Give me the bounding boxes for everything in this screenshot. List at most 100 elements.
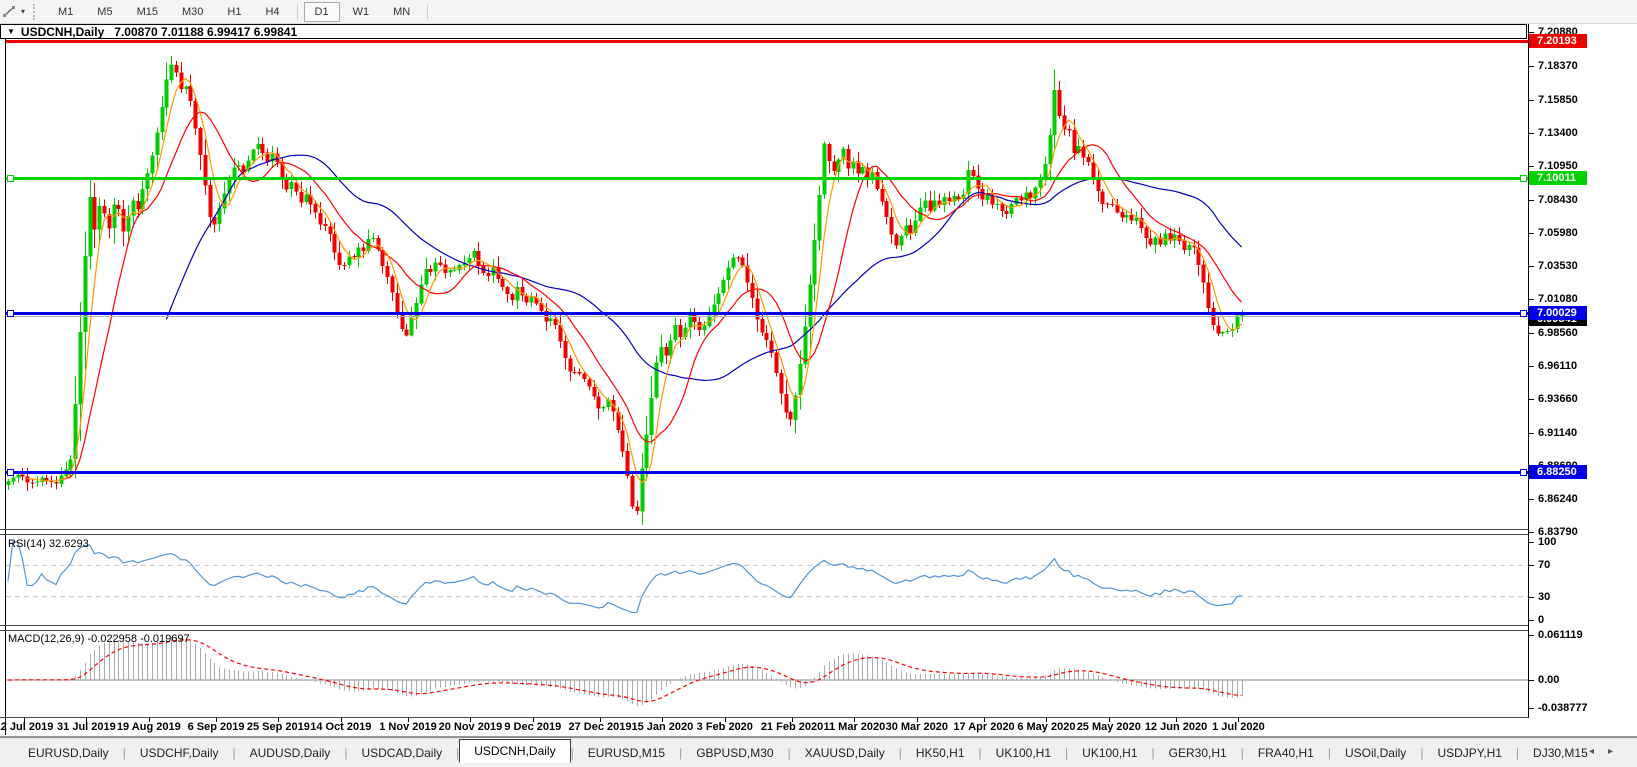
line-handle[interactable] [1520,468,1527,476]
chart-bottom-border [0,717,1528,718]
tab-separator: | [570,745,574,760]
price-tick-label: 7.15850 [1538,93,1578,106]
timeframe-button-m30[interactable]: M30 [181,5,204,18]
price-tick-label: 6.86240 [1538,493,1578,506]
macd-axis-tick [1529,635,1534,637]
date-tick-label: 19 Aug 2019 [116,721,181,733]
date-tick [278,718,280,722]
horizontal-level-line[interactable] [6,470,1528,474]
date-tick [1176,718,1177,722]
tab-separator: | [122,745,126,760]
line-handle[interactable] [7,175,14,183]
date-tick-label: 6 Sep 2019 [187,721,245,733]
date-tick [86,718,88,722]
chart-tab-usdchf-daily[interactable]: USDCHF,Daily [139,745,219,760]
price-tick [1529,532,1534,534]
macd-splitter-top[interactable] [0,625,1528,626]
price-tick-label: 7.05980 [1538,226,1578,239]
price-axis[interactable]: 7.20880 7.18370 7.15850 7.13400 7.10950 7.084… [1529,24,1637,736]
rsi-label: RSI(14) 32.6293 [8,538,89,550]
chart-tab-eurusd-m15[interactable]: EURUSD,M15 [587,745,666,760]
level-price-label: 7.20193 [1529,33,1587,48]
price-tick [1529,432,1534,434]
line-handle[interactable] [7,310,14,317]
chart-tab-gbpusd-m30[interactable]: GBPUSD,M30 [696,745,774,760]
date-tick-label: 6 May 2020 [1017,721,1076,733]
rsi-splitter-bottom[interactable] [0,534,1528,535]
timeframe-button-d1[interactable]: D1 [303,1,340,22]
tab-separator: | [898,745,902,760]
line-handle[interactable] [1520,310,1527,317]
date-tick [470,718,472,722]
timeframe-button-w1[interactable]: W1 [352,5,370,18]
level-price-label: 6.88250 [1529,464,1587,479]
line-handle[interactable] [1520,175,1527,183]
tab-scroll-left-icon[interactable]: ◂ [1588,746,1608,757]
macd-values: -0.022958 -0.019697 [87,633,190,645]
chart-tab-uk100-h1[interactable]: UK100,H1 [995,745,1052,760]
chart-tab-fra40-h1[interactable]: FRA40,H1 [1257,745,1314,760]
date-tick [1108,718,1110,722]
date-tick-label: 31 Jul 2019 [57,721,116,733]
toolbar-grip[interactable] [33,3,40,20]
price-tick-label: 6.83790 [1538,526,1578,539]
timeframe-button-mn[interactable]: MN [393,5,411,18]
timeframe-button-h1[interactable]: H1 [227,5,242,18]
chart-tab-usdjpy-h1[interactable]: USDJPY,H1 [1437,745,1502,760]
date-tick [600,718,601,722]
collapse-triangle-icon[interactable]: ▼ [7,27,15,36]
chart-tab-hk50-h1[interactable]: HK50,H1 [915,745,965,760]
tab-separator: | [1065,745,1069,760]
chart-title-bar[interactable]: ▼ USDCNH,Daily 7.00870 7.01188 6.99417 6… [0,24,1527,39]
timeframe-button-m1[interactable]: M1 [58,5,74,18]
candlestick-chart[interactable] [0,0,1528,736]
price-tick-label: 7.13400 [1538,126,1578,139]
tab-separator: | [1151,745,1155,760]
line-handle[interactable] [7,468,14,476]
price-tick [1529,398,1534,400]
chart-tab-usdcad-daily[interactable]: USDCAD,Daily [361,745,443,760]
tab-separator: | [679,745,683,760]
price-tick [1529,499,1534,501]
tab-scroll-arrows[interactable]: ◂▸ [1589,746,1627,757]
tab-separator: | [232,745,236,760]
chart-tab-usoil-daily[interactable]: USOil,Daily [1344,745,1407,760]
rsi-axis-label: 70 [1538,559,1551,572]
tab-separator: | [978,745,982,760]
chart-tab-audusd-daily[interactable]: AUDUSD,Daily [249,745,331,760]
chart-tab-dj30-m15[interactable]: DJ30,M15 [1533,745,1588,760]
horizontal-level-line[interactable] [6,39,1528,43]
date-axis[interactable]: 12 Jul 2019 31 Jul 2019 19 Aug 2019 6 Sep 2… [0,718,1528,736]
date-tick [854,718,856,722]
price-tick [1529,365,1534,367]
rsi-splitter-top[interactable] [0,529,1528,530]
tab-scroll-right-icon[interactable]: ▸ [1607,746,1627,757]
chart-tab-xauusd-daily[interactable]: XAUUSD,Daily [804,745,885,760]
date-tick-label: 27 Dec 2019 [568,721,632,733]
cursor-tool-button[interactable]: ▾ [0,2,29,22]
timeframe-button-m15[interactable]: M15 [136,5,158,18]
date-tick-label: 25 May 2020 [1076,721,1141,733]
dropdown-caret-icon: ▾ [21,7,26,16]
timeframe-button-h4[interactable]: H4 [265,5,280,18]
date-tick [792,718,793,722]
chart-tab-usdcnh-daily[interactable]: USDCNH,Daily [459,738,571,763]
macd-axis-tick [1529,708,1534,710]
date-tick [340,718,342,722]
timeframe-button-m5[interactable]: M5 [97,5,113,18]
macd-axis-label: -0.038777 [1538,702,1588,715]
price-tick [1529,99,1534,101]
tab-separator: | [1240,745,1244,760]
chart-tab-eurusd-daily[interactable]: EURUSD,Daily [28,745,109,760]
toolbar-separator [427,3,429,20]
horizontal-level-line[interactable] [6,177,1528,181]
chart-tab-uk100-h1[interactable]: UK100,H1 [1082,745,1138,760]
horizontal-level-line[interactable] [6,312,1528,315]
tab-separator: | [1515,745,1520,760]
chart-left-border [5,39,6,735]
date-tick-label: 21 Feb 2020 [760,721,824,733]
chart-tab-ger30-h1[interactable]: GER30,H1 [1168,745,1227,760]
macd-splitter-bottom[interactable] [0,630,1528,631]
tab-separator: | [456,745,460,760]
